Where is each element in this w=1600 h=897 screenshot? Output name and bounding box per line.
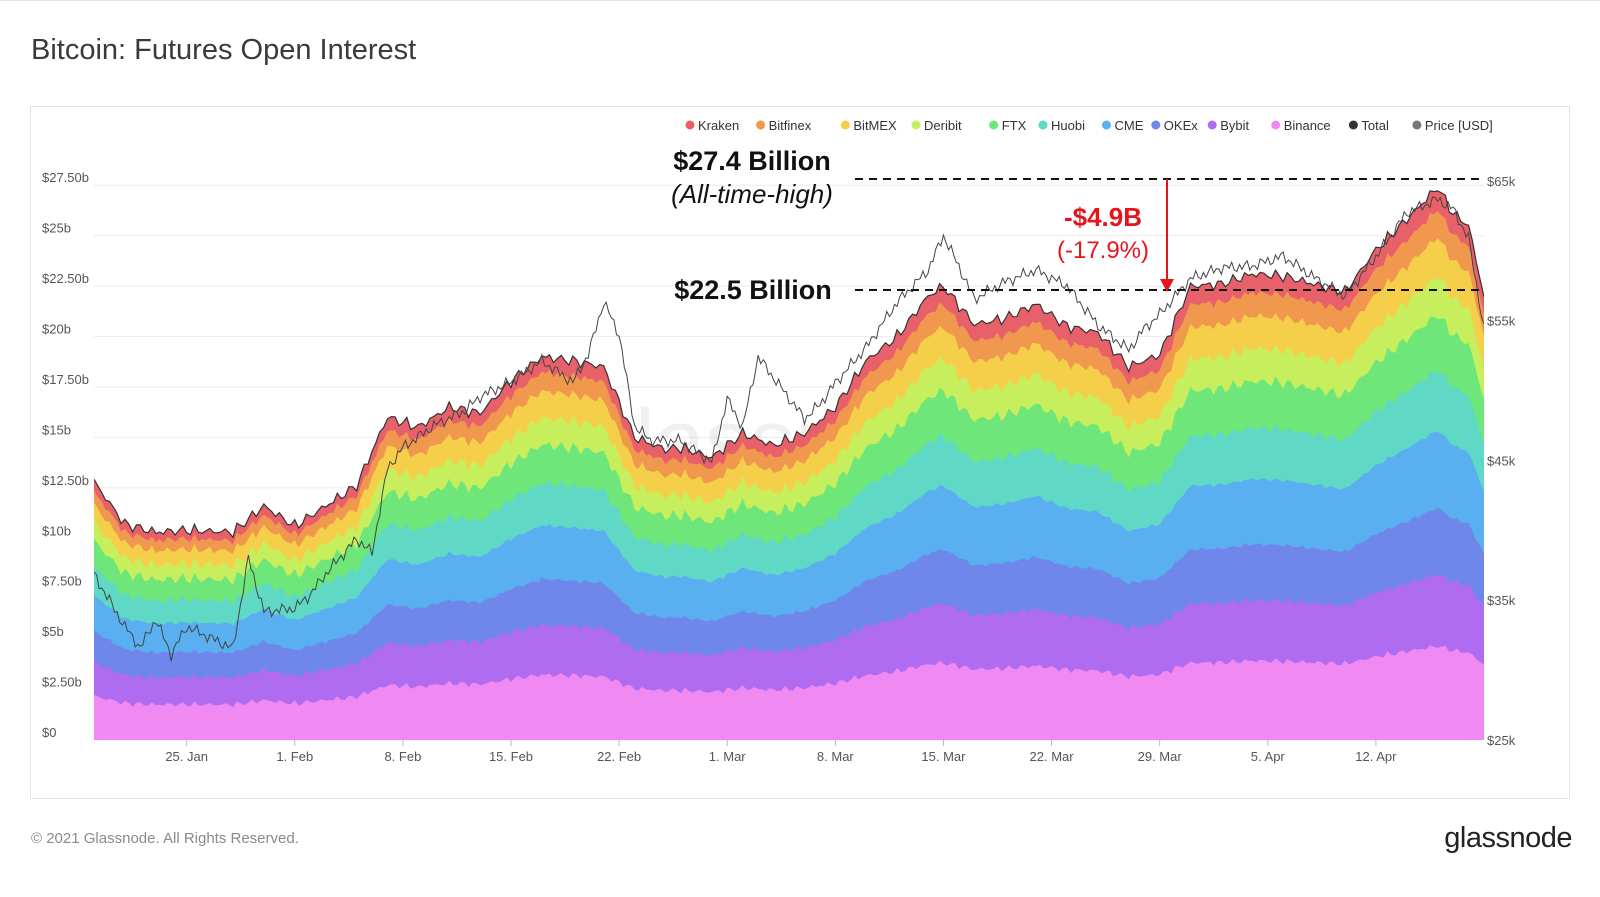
y-left-tick-label: $20b [42,322,71,337]
legend-label: Binance [1284,118,1331,133]
legend-item-bybit: Bybit [1207,118,1249,133]
legend-label: OKEx [1164,118,1198,133]
drawdown-label: -$4.9B [1064,202,1142,232]
x-tick-label: 1. Feb [276,749,313,764]
legend-item-total: Total [1348,118,1389,133]
y-left-tick-label: $7.50b [42,574,82,589]
x-tick-label: 29. Mar [1138,749,1183,764]
area-binance [94,645,1484,740]
current-label: $22.5 Billion [674,275,832,305]
legend-label: Kraken [698,118,739,133]
x-tick-label: 25. Jan [165,749,208,764]
legend-label: Bybit [1220,118,1249,133]
legend-item-bitfinex: Bitfinex [756,118,812,133]
stacked-areas [94,190,1484,740]
legend-item-okex: OKEx [1151,118,1198,133]
y-right-tick-label: $55k [1487,314,1516,329]
y-left-tick-label: $0 [42,725,56,740]
legend-label: FTX [1002,118,1027,133]
y-left-tick-label: $25b [42,221,71,236]
legend-item-huobi: Huobi [1038,118,1085,133]
legend-item-ftx: FTX [989,118,1027,133]
y-left-tick-label: $5b [42,624,64,639]
legend-label: Huobi [1051,118,1085,133]
series-lines [94,190,1484,662]
axes: $0 $2.50b $5b $7.50b $10b $12.50b $15b $17.50b $… [42,170,1516,764]
legend-swatch [1412,120,1422,130]
total-line [94,190,1484,539]
legend-label: Price [USD] [1425,118,1493,133]
y-left-tick-label: $10b [42,523,71,538]
legend-swatch [1348,120,1358,130]
ath-sublabel: (All-time-high) [671,179,833,209]
legend-swatch [1271,120,1281,130]
x-tick-label: 8. Mar [817,749,855,764]
legend-label: Deribit [924,118,962,133]
legend-label: Bitfinex [769,118,812,133]
y-left-tick-label: $12.50b [42,473,89,488]
legend-swatch [756,120,766,130]
legend-swatch [1038,120,1048,130]
x-tick-label: 8. Feb [384,749,421,764]
x-tick-label: 15. Feb [489,749,533,764]
x-tick-label: 22. Mar [1030,749,1075,764]
legend-swatch [911,120,921,130]
x-tick-label: 1. Mar [709,749,747,764]
y-right-tick-label: $35k [1487,593,1516,608]
price-line [94,196,1484,662]
legend-swatch [840,120,850,130]
chart-frame [30,106,1570,799]
drawdown-arrow-head [1160,279,1174,292]
copyright-text: © 2021 Glassnode. All Rights Reserved. [31,830,299,847]
x-tick-label: 15. Mar [921,749,966,764]
legend-swatch [1151,120,1161,130]
legend-item-price-usd: Price [USD] [1412,118,1493,133]
legend-swatch [989,120,999,130]
legend-swatch [1102,120,1111,130]
y-left-tick-label: $27.50b [42,170,89,185]
legend: Kraken Bitfinex BitMEX Deribit FTX Huobi CME OK… [685,118,1493,133]
legend-item-deribit: Deribit [911,118,962,133]
annotations: $27.4 Billion (All-time-high) $22.5 Bill… [671,146,1484,305]
ath-label: $27.4 Billion [673,146,831,176]
top-rule [0,0,1600,1]
y-left-tick-label: $15b [42,422,71,437]
legend-swatch [685,120,695,130]
x-tick-label: 5. Apr [1251,749,1286,764]
y-right-tick-label: $65k [1487,174,1516,189]
page-title: Bitcoin: Futures Open Interest [31,34,417,66]
legend-label: CME [1115,118,1144,133]
y-right-tick-label: $25k [1487,733,1516,748]
brand-logo: glassnode [1444,822,1572,854]
legend-item-kraken: Kraken [685,118,739,133]
legend-item-binance: Binance [1271,118,1331,133]
legend-item-bitmex: BitMEX [840,118,897,133]
legend-swatch [1207,120,1217,130]
legend-label: BitMEX [853,118,897,133]
legend-item-cme: CME [1102,118,1144,133]
legend-label: Total [1361,118,1389,133]
y-left-tick-label: $17.50b [42,372,89,387]
y-right-tick-label: $45k [1487,453,1516,468]
x-tick-label: 12. Apr [1355,749,1397,764]
y-left-tick-label: $2.50b [42,675,82,690]
drawdown-percent: (-17.9%) [1057,237,1149,264]
x-tick-label: 22. Feb [597,749,641,764]
y-left-tick-label: $22.50b [42,271,89,286]
